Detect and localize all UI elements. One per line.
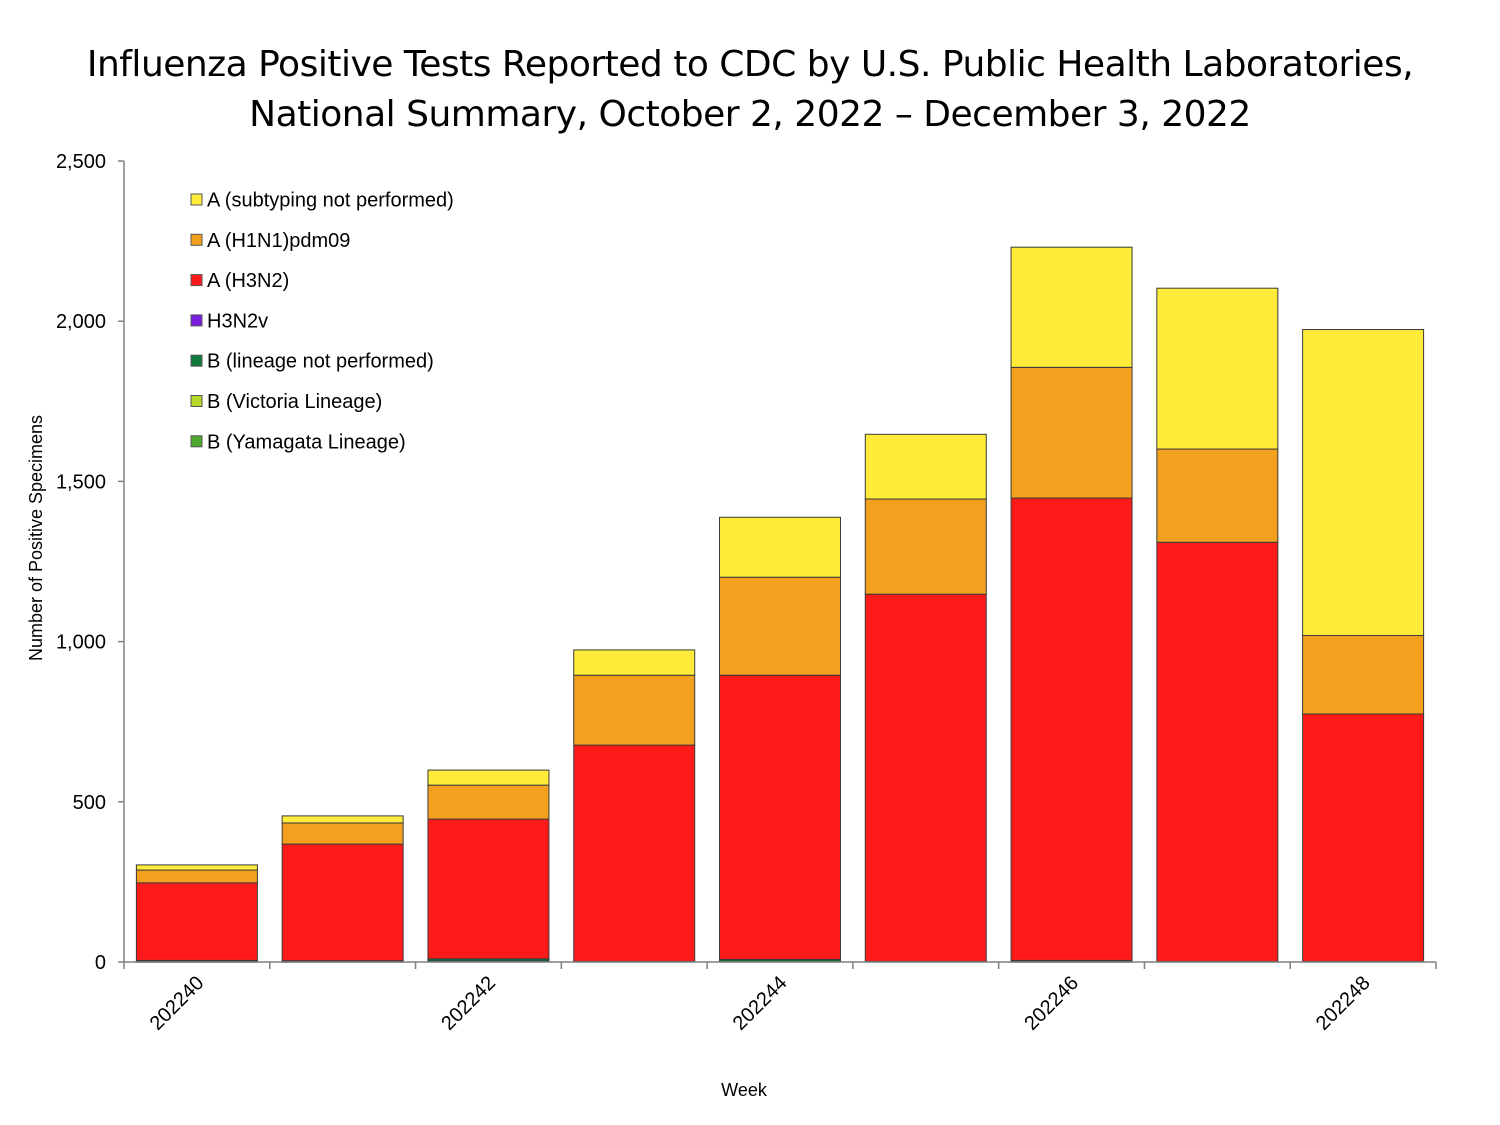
bar-stack-202246 bbox=[1010, 246, 1133, 963]
bar-stack-202240 bbox=[135, 864, 258, 963]
legend-swatch bbox=[190, 395, 203, 407]
legend-item-a-subtyping-not-performed: A (subtyping not performed) bbox=[190, 190, 454, 212]
legend: A (subtyping not performed) A (H1N1)pdm09… bbox=[190, 190, 454, 453]
bar-segment-a-h1n1-pdm09 bbox=[1302, 635, 1425, 715]
bar-segment-a-subtyping-not-performed bbox=[1010, 246, 1133, 368]
legend-swatch bbox=[190, 233, 203, 246]
y-tick-label: 500 bbox=[73, 792, 106, 814]
bar-stack-202248 bbox=[1302, 329, 1425, 963]
bar-segment-a-h1n1-pdm09 bbox=[281, 822, 404, 845]
bar-segment-a-h1n1-pdm09 bbox=[1156, 448, 1279, 543]
bar-segment-a-subtyping-not-performed bbox=[573, 649, 696, 676]
x-tick-label: 202246 bbox=[1020, 972, 1083, 1035]
x-axis-title: Week bbox=[721, 1080, 768, 1100]
y-tick-label: 1,000 bbox=[56, 632, 106, 654]
bar-segment-a-h1n1-pdm09 bbox=[719, 576, 841, 676]
bar-segment-a-h3n2 bbox=[573, 744, 696, 962]
bar-segment-a-subtyping-not-performed bbox=[719, 516, 841, 578]
bar-segment-a-h3n2 bbox=[427, 818, 550, 960]
legend-swatch bbox=[190, 314, 203, 327]
bar-segment-a-h3n2 bbox=[864, 593, 987, 962]
x-tick-label: 202248 bbox=[1312, 972, 1375, 1035]
legend-label: A (H1N1)pdm09 bbox=[207, 230, 350, 252]
legend-item-a-h3n2: A (H3N2) bbox=[190, 270, 289, 292]
bar-stack-202245 bbox=[864, 433, 987, 963]
y-tick-label: 1,500 bbox=[56, 471, 106, 493]
x-tick-label: 202242 bbox=[437, 972, 500, 1035]
bar-segment-a-subtyping-not-performed bbox=[135, 864, 258, 871]
legend-label: A (H3N2) bbox=[207, 270, 289, 292]
bar-stack-202247 bbox=[1156, 287, 1279, 963]
chart-title: Influenza Positive Tests Reported to CDC… bbox=[0, 40, 1500, 140]
legend-item-h3n2v: H3N2v bbox=[190, 310, 268, 332]
legend-swatch bbox=[190, 435, 203, 448]
bar-segment-a-subtyping-not-performed bbox=[427, 769, 550, 786]
x-tick-label: 202240 bbox=[146, 972, 209, 1035]
legend-label: B (lineage not performed) bbox=[207, 351, 434, 373]
bar-stack-202244 bbox=[719, 516, 841, 963]
legend-label: B (Victoria Lineage) bbox=[207, 391, 382, 413]
legend-item-b-lineage-not-performed: B (lineage not performed) bbox=[190, 351, 434, 373]
bars-layer bbox=[135, 246, 1425, 963]
legend-swatch bbox=[190, 193, 203, 206]
legend-swatch bbox=[190, 354, 203, 367]
bar-segment-a-subtyping-not-performed bbox=[281, 815, 404, 824]
bar-stack-202242 bbox=[427, 769, 550, 963]
bar-segment-a-subtyping-not-performed bbox=[864, 433, 987, 500]
bar-segment-a-h3n2 bbox=[281, 843, 404, 962]
bar-segment-a-h1n1-pdm09 bbox=[573, 674, 696, 746]
y-axis-title: Number of Positive Specimens bbox=[26, 415, 46, 661]
bar-segment-a-h3n2 bbox=[135, 882, 258, 961]
x-tick-label: 202244 bbox=[729, 972, 792, 1035]
bar-segment-a-h1n1-pdm09 bbox=[864, 498, 987, 595]
legend-item-b-yamagata-lineage: B (Yamagata Lineage) bbox=[190, 431, 406, 453]
legend-item-b-victoria-lineage: B (Victoria Lineage) bbox=[190, 391, 382, 413]
legend-item-a-h1n1-pdm09: A (H1N1)pdm09 bbox=[190, 230, 350, 252]
bar-segment-a-h1n1-pdm09 bbox=[135, 869, 258, 884]
bar-segment-a-h1n1-pdm09 bbox=[1010, 366, 1133, 499]
legend-label: H3N2v bbox=[207, 310, 268, 332]
bar-segment-a-subtyping-not-performed bbox=[1156, 287, 1279, 450]
bar-stack-202243 bbox=[573, 649, 696, 963]
bar-segment-a-h3n2 bbox=[719, 674, 841, 960]
legend-swatch bbox=[190, 274, 203, 287]
bar-stack-202241 bbox=[281, 815, 404, 963]
y-tick-label: 0 bbox=[95, 952, 106, 974]
chart-title-line-1: Influenza Positive Tests Reported to CDC… bbox=[86, 44, 1414, 85]
legend-label: B (Yamagata Lineage) bbox=[207, 431, 406, 453]
y-tick-label: 2,500 bbox=[56, 151, 106, 173]
chart-title-line-2: National Summary, October 2, 2022 – Dece… bbox=[249, 94, 1251, 135]
bar-segment-a-h3n2 bbox=[1156, 541, 1279, 962]
y-tick-label: 2,000 bbox=[56, 311, 106, 333]
bar-segment-a-h3n2 bbox=[1010, 497, 1133, 961]
bar-segment-a-h3n2 bbox=[1302, 713, 1425, 962]
bar-segment-a-subtyping-not-performed bbox=[1302, 329, 1425, 637]
bar-segment-a-h1n1-pdm09 bbox=[427, 784, 550, 820]
legend-label: A (subtyping not performed) bbox=[207, 190, 454, 212]
